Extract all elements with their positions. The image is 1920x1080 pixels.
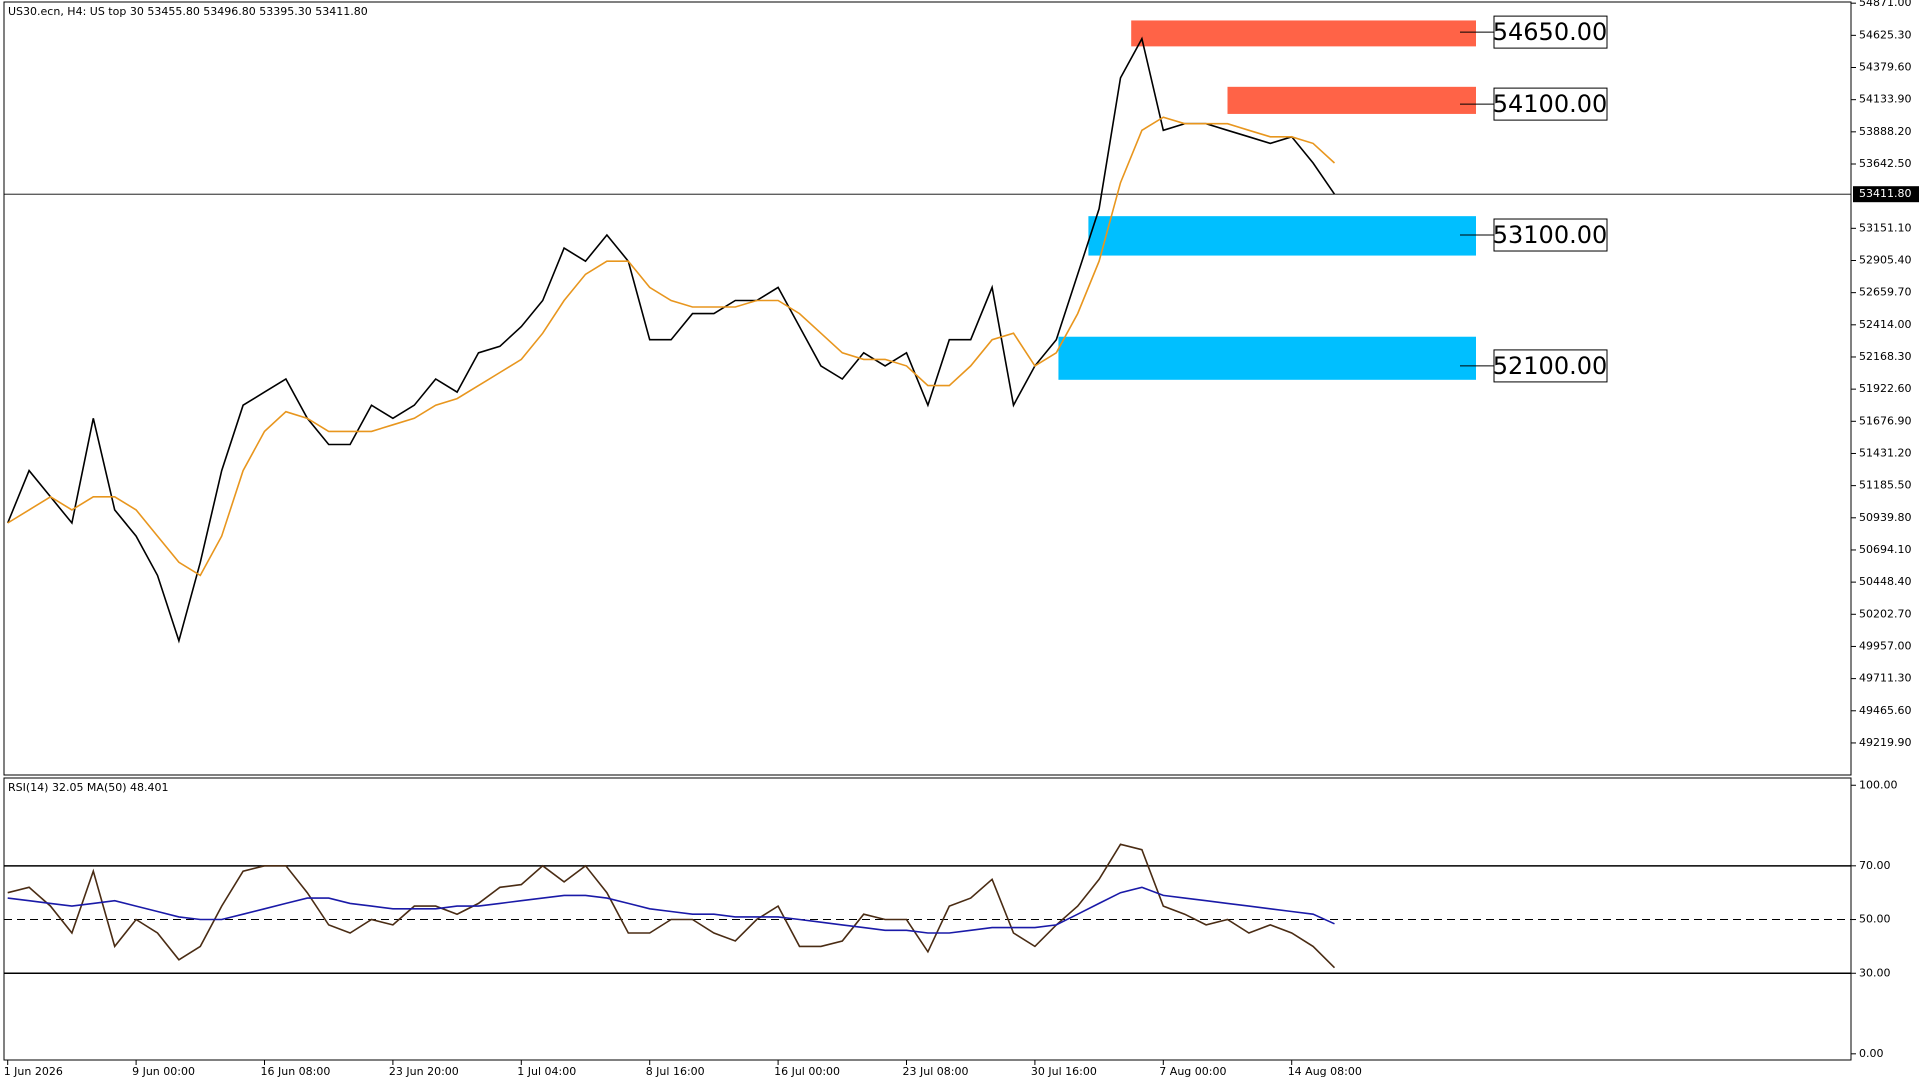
x-tick-label: 23 Jun 20:00 [389, 1065, 459, 1078]
zone-label-box [1493, 15, 1608, 49]
y-tick-label: 50.00 [1859, 913, 1891, 926]
main-panel [3, 1, 1852, 776]
y-tick-label: 51676.90 [1859, 414, 1912, 427]
zone-label-box [1493, 218, 1608, 252]
y-tick-label: 51922.60 [1859, 382, 1912, 395]
x-tick-label: 9 Jun 00:00 [132, 1065, 195, 1078]
rsi-panel [3, 777, 1852, 1061]
x-tick-label: 30 Jul 16:00 [1031, 1065, 1097, 1078]
y-tick-label: 53151.10 [1859, 221, 1912, 234]
y-tick-label: 54379.60 [1859, 61, 1912, 74]
y-tick-label: 49219.90 [1859, 736, 1912, 749]
last-price-label: 53411.80 [1859, 187, 1912, 200]
zone [1058, 336, 1476, 380]
y-tick-label: 52168.30 [1859, 350, 1912, 363]
y-tick-label: 52659.70 [1859, 286, 1912, 299]
zone-label: 54100.00 [1493, 90, 1608, 118]
y-tick-label: 53642.50 [1859, 157, 1912, 170]
y-tick-label: 70.00 [1859, 859, 1891, 872]
y-tick-label: 50202.70 [1859, 607, 1912, 620]
x-tick-label: 16 Jun 08:00 [261, 1065, 331, 1078]
zone [1088, 216, 1476, 256]
panel-info: RSI(14) 32.05 MA(50) 48.401 [8, 781, 169, 794]
zone-label-box [1493, 87, 1608, 121]
zone [1131, 20, 1476, 47]
y-tick-label: 49711.30 [1859, 672, 1912, 685]
zone-label: 53100.00 [1493, 221, 1608, 249]
y-tick-label: 49465.60 [1859, 704, 1912, 717]
y-tick-label: 30.00 [1859, 966, 1891, 979]
zone-label-box [1493, 349, 1608, 383]
series-line [7, 843, 1336, 969]
y-tick-label: 49957.00 [1859, 639, 1912, 652]
y-tick-label: 54133.90 [1859, 93, 1912, 106]
panel-info: US30.ecn, H4: US top 30 53455.80 53496.8… [8, 5, 368, 18]
y-tick-label: 53888.20 [1859, 125, 1912, 138]
y-tick-label: 52414.00 [1859, 318, 1912, 331]
y-tick-label: 54625.30 [1859, 28, 1912, 41]
y-tick-label: 54871.00 [1859, 0, 1912, 9]
series-line [7, 116, 1336, 577]
x-tick-label: 16 Jul 00:00 [774, 1065, 840, 1078]
x-tick-label: 1 Jul 04:00 [517, 1065, 576, 1078]
last-price-box [1853, 186, 1919, 203]
y-tick-label: 50939.80 [1859, 511, 1912, 524]
x-tick-label: 8 Jul 16:00 [646, 1065, 705, 1078]
x-tick-label: 7 Aug 00:00 [1159, 1065, 1226, 1078]
y-tick-label: 50448.40 [1859, 575, 1912, 588]
y-tick-label: 51185.50 [1859, 479, 1912, 492]
y-tick-label: 50694.10 [1859, 543, 1912, 556]
x-tick-label: 14 Aug 08:00 [1288, 1065, 1362, 1078]
y-tick-label: 51431.20 [1859, 446, 1912, 459]
zone [1227, 86, 1476, 114]
zone-label: 52100.00 [1493, 352, 1608, 380]
series-line [7, 886, 1335, 934]
x-tick-label: 23 Jul 08:00 [903, 1065, 969, 1078]
y-tick-label: 100.00 [1859, 778, 1898, 791]
x-tick-label: 1 Jun 2026 [4, 1065, 63, 1078]
y-tick-label: 0.00 [1859, 1047, 1884, 1060]
series-line [6, 36, 1336, 644]
zone-label: 54650.00 [1493, 18, 1608, 46]
y-tick-label: 52905.40 [1859, 253, 1912, 266]
